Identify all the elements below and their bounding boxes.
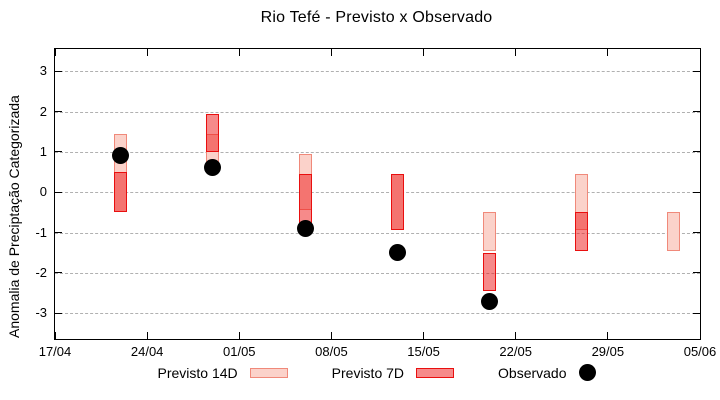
plot-area: 3 2 1 0 -1 -2 -3 17/04 24/04 01/05 08/05 15/05 22/05… — [35, 48, 716, 359]
chart-title: Rio Tefé - Previsto x Observado — [260, 9, 493, 26]
legend-swatch-previsto-7d-icon — [416, 367, 455, 378]
x-tick-label: 29/05 — [591, 344, 625, 359]
legend-item-previsto-7d: Previsto 7D — [331, 364, 455, 381]
y-tick-label: -2 — [35, 264, 47, 280]
y-tick-mark — [55, 272, 62, 274]
gridline — [55, 71, 700, 73]
y-tick-mark — [55, 232, 62, 234]
x-tick-mark — [54, 332, 56, 339]
legend-swatch-previsto-14d-icon — [249, 367, 288, 378]
y-tick-mark — [693, 111, 700, 113]
forecast-box-7d — [390, 174, 404, 231]
legend-label-observado: Observado — [498, 364, 567, 381]
x-tick-mark — [607, 332, 609, 339]
y-tick-mark — [55, 151, 62, 153]
forecast-box-14d — [667, 212, 681, 251]
x-tick-mark — [146, 332, 148, 339]
x-tick-mark — [515, 49, 517, 56]
legend-label-previsto-7d: Previsto 7D — [331, 364, 405, 381]
x-tick-label: 17/04 — [38, 344, 72, 359]
y-tick-mark — [693, 272, 700, 274]
observed-dot — [204, 159, 222, 177]
forecast-box-7d — [114, 172, 128, 213]
observed-dot — [388, 244, 406, 262]
y-tick-mark — [55, 111, 62, 113]
x-tick-mark — [54, 49, 56, 56]
legend: Previsto 14D Previsto 7D Observado — [54, 364, 699, 381]
y-tick-label: -1 — [35, 224, 47, 240]
x-tick-label: 01/05 — [223, 344, 256, 359]
x-tick-mark — [330, 49, 332, 56]
observed-dot — [112, 147, 130, 165]
legend-swatch-observado-icon — [578, 364, 596, 381]
x-tick-mark — [423, 332, 425, 339]
legend-item-previsto-14d: Previsto 14D — [158, 365, 288, 381]
gridline — [55, 272, 700, 274]
gridline — [55, 111, 700, 113]
x-tick-mark — [699, 49, 701, 56]
x-tick-mark — [607, 49, 609, 56]
x-tick-label: 08/05 — [315, 344, 348, 359]
x-tick-mark — [423, 49, 425, 56]
y-tick-mark — [693, 312, 700, 314]
y-tick-label: 2 — [39, 103, 47, 119]
gridline — [55, 192, 700, 194]
forecast-box-14d — [482, 212, 496, 251]
x-tick-mark — [238, 332, 240, 339]
forecast-box-7d — [206, 113, 220, 152]
legend-label-previsto-14d: Previsto 14D — [157, 364, 238, 381]
legend-item-observado: Observado — [498, 364, 596, 381]
y-tick-mark — [55, 70, 62, 72]
forecast-box-7d — [575, 212, 589, 251]
x-tick-label: 05/06 — [683, 344, 717, 359]
gridline — [55, 151, 700, 153]
gridline — [55, 313, 700, 315]
y-tick-label: -3 — [35, 305, 47, 321]
y-tick-label: 0 — [39, 184, 47, 200]
y-tick-mark — [693, 232, 700, 234]
y-tick-label: 3 — [39, 63, 47, 79]
x-tick-mark — [330, 332, 332, 339]
observed-dot — [480, 292, 498, 310]
x-tick-label: 22/05 — [499, 344, 532, 359]
y-tick-mark — [55, 312, 62, 314]
forecast-box-7d — [482, 252, 496, 291]
observed-dot — [296, 219, 314, 237]
y-tick-mark — [693, 151, 700, 153]
x-tick-mark — [146, 49, 148, 56]
x-tick-label: 24/04 — [130, 344, 164, 359]
x-tick-mark — [238, 49, 240, 56]
x-tick-label: 15/05 — [407, 344, 440, 359]
x-tick-mark — [515, 332, 517, 339]
y-tick-label: 1 — [39, 143, 47, 159]
y-tick-mark — [693, 70, 700, 72]
y-tick-mark — [693, 191, 700, 193]
gridline — [55, 232, 700, 234]
x-tick-mark — [699, 332, 701, 339]
y-tick-mark — [55, 191, 62, 193]
